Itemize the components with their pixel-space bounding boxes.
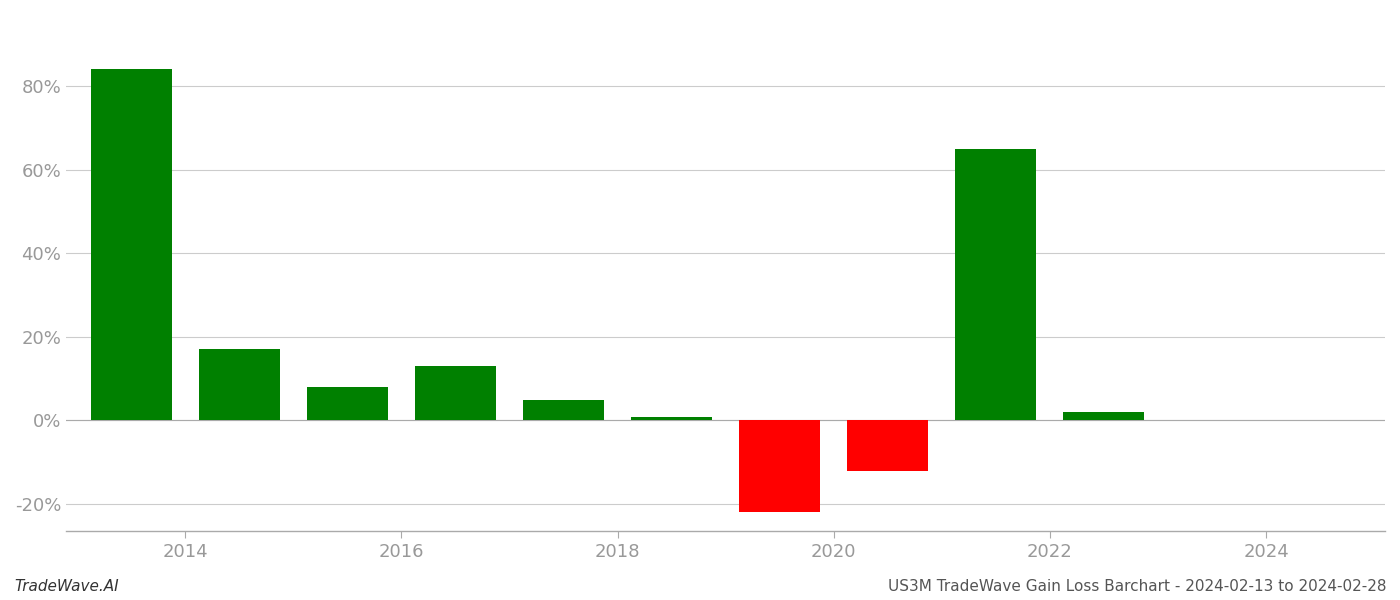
Bar <box>631 417 713 421</box>
Bar <box>847 421 928 470</box>
Bar <box>524 400 603 421</box>
Text: TradeWave.AI: TradeWave.AI <box>14 579 119 594</box>
Bar <box>199 349 280 421</box>
Bar <box>414 366 496 421</box>
Text: US3M TradeWave Gain Loss Barchart - 2024-02-13 to 2024-02-28: US3M TradeWave Gain Loss Barchart - 2024… <box>888 579 1386 594</box>
Bar <box>955 149 1036 421</box>
Bar <box>307 387 388 421</box>
Bar <box>91 70 172 421</box>
Bar <box>1064 412 1144 421</box>
Bar <box>739 421 820 512</box>
